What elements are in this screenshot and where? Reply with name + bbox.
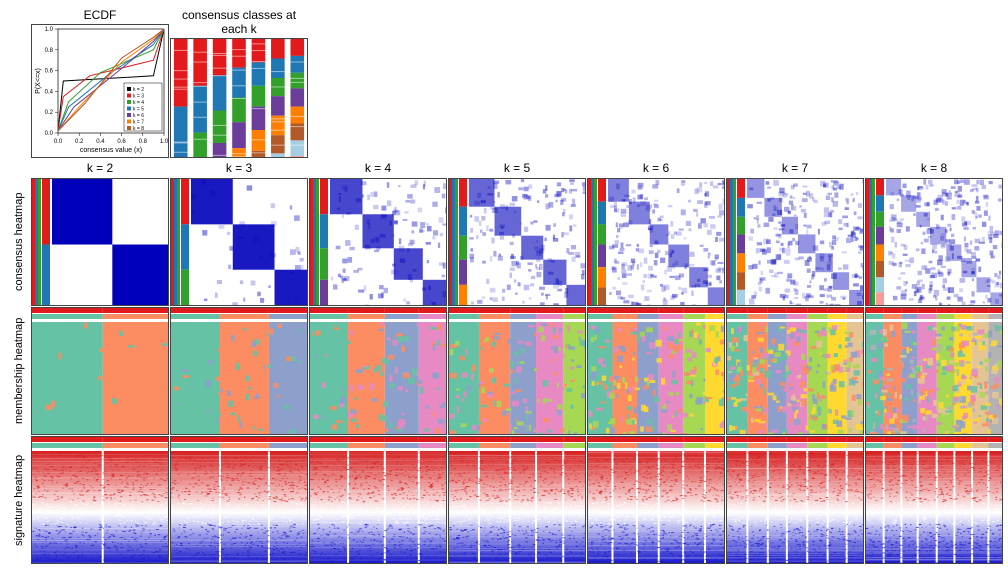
rowlabel-signature: signature heatmap [8, 436, 30, 564]
col-label-k8: k = 8 [865, 159, 1003, 177]
svg-text:1.0: 1.0 [45, 27, 54, 33]
classes-title: consensus classes at each k [170, 8, 308, 38]
rowlabel-membership: membership heatmap [8, 307, 30, 435]
classes-panel [170, 38, 308, 158]
consensus-heatmap-k3 [170, 178, 308, 306]
rowlabel-consensus: consensus heatmap [8, 178, 30, 306]
svg-text:0.8: 0.8 [139, 139, 148, 145]
svg-text:0.8: 0.8 [45, 48, 54, 54]
col-label-k2: k = 2 [31, 159, 169, 177]
col-label-k3: k = 3 [170, 159, 308, 177]
svg-text:0.0: 0.0 [45, 131, 54, 137]
svg-text:k = 5: k = 5 [133, 107, 144, 113]
svg-text:k = 6: k = 6 [133, 113, 144, 119]
svg-text:0.4: 0.4 [45, 89, 54, 95]
col-label-k6: k = 6 [587, 159, 725, 177]
svg-text:consensus value (x): consensus value (x) [80, 147, 142, 154]
consensus-heatmap-k2 [31, 178, 169, 306]
signature-heatmap-k7 [726, 436, 864, 564]
membership-heatmap-k5 [448, 307, 586, 435]
svg-text:k = 8: k = 8 [133, 126, 144, 132]
col-label-k5: k = 5 [448, 159, 586, 177]
svg-text:0.2: 0.2 [45, 110, 54, 116]
signature-heatmap-k6 [587, 436, 725, 564]
svg-text:1.0: 1.0 [160, 139, 168, 145]
svg-text:k = 2: k = 2 [133, 87, 144, 93]
svg-text:0.6: 0.6 [45, 69, 54, 75]
consensus-heatmap-k6 [587, 178, 725, 306]
col-label-k7: k = 7 [726, 159, 864, 177]
membership-heatmap-k8 [865, 307, 1003, 435]
membership-heatmap-k4 [309, 307, 447, 435]
svg-text:k = 4: k = 4 [133, 100, 144, 106]
svg-text:0.0: 0.0 [54, 139, 63, 145]
svg-text:k = 7: k = 7 [133, 120, 144, 126]
membership-heatmap-k7 [726, 307, 864, 435]
consensus-heatmap-k7 [726, 178, 864, 306]
svg-text:k = 3: k = 3 [133, 94, 144, 100]
signature-heatmap-k8 [865, 436, 1003, 564]
membership-heatmap-k3 [170, 307, 308, 435]
membership-heatmap-k6 [587, 307, 725, 435]
svg-text:0.4: 0.4 [96, 139, 105, 145]
consensus-heatmap-k4 [309, 178, 447, 306]
signature-heatmap-k2 [31, 436, 169, 564]
svg-text:0.2: 0.2 [75, 139, 84, 145]
signature-heatmap-k5 [448, 436, 586, 564]
consensus-heatmap-k8 [865, 178, 1003, 306]
membership-heatmap-k2 [31, 307, 169, 435]
svg-text:0.6: 0.6 [117, 139, 126, 145]
col-label-k4: k = 4 [309, 159, 447, 177]
signature-heatmap-k4 [309, 436, 447, 564]
consensus-heatmap-k5 [448, 178, 586, 306]
ecdf-panel: 0.0 0.2 0.4 0.6 0.8 1.0 0.0 0.2 0.4 0.6 0.8 1.0 cons… [31, 24, 169, 158]
signature-heatmap-k3 [170, 436, 308, 564]
svg-text:P(X<=x): P(X<=x) [35, 68, 42, 94]
ecdf-title: ECDF [31, 8, 169, 24]
